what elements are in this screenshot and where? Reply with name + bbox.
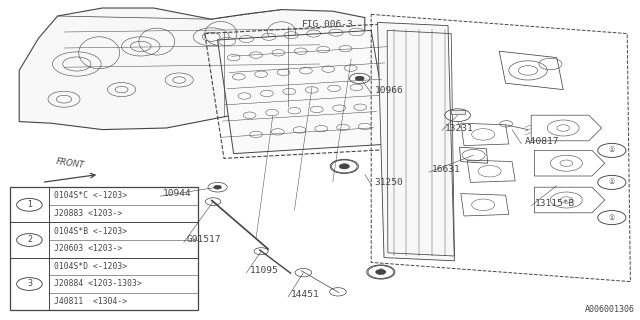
Text: ①: ① [609,215,615,220]
Text: ③: ③ [378,269,384,275]
Text: 13231: 13231 [445,124,474,132]
Text: 10966: 10966 [374,86,403,95]
Circle shape [376,269,386,275]
Circle shape [339,164,349,169]
Circle shape [214,185,221,189]
Text: FIG.006-3: FIG.006-3 [302,20,354,28]
Text: J20883 <1203->: J20883 <1203-> [54,209,122,218]
Polygon shape [378,22,454,261]
Text: ②: ② [341,164,348,169]
Text: 2: 2 [27,236,32,244]
Text: 14451: 14451 [291,290,320,299]
Text: A40817: A40817 [525,137,559,146]
Text: 11095: 11095 [250,266,278,275]
Text: 1: 1 [27,200,32,209]
Polygon shape [451,110,465,114]
Polygon shape [218,30,390,154]
FancyBboxPatch shape [10,187,198,310]
Text: 10944: 10944 [163,189,192,198]
Text: 16631: 16631 [432,165,461,174]
Text: ①: ① [609,180,615,185]
Text: J20884 <1203-1303>: J20884 <1203-1303> [54,279,141,289]
Text: 0104S*D <-1203>: 0104S*D <-1203> [54,262,127,271]
Text: 31250: 31250 [374,178,403,187]
Text: FRONT: FRONT [56,157,85,170]
Text: J40811  <1304->: J40811 <1304-> [54,297,127,306]
Text: 0104S*C <-1203>: 0104S*C <-1203> [54,191,127,201]
Text: 13115*B: 13115*B [534,199,575,208]
Text: G91517: G91517 [187,236,221,244]
Text: 3: 3 [27,279,32,289]
Text: J20603 <1203->: J20603 <1203-> [54,244,122,253]
Circle shape [355,76,364,81]
Text: ①: ① [609,148,615,153]
Text: A006001306: A006001306 [585,305,635,314]
Text: 0104S*B <-1203>: 0104S*B <-1203> [54,227,127,236]
Polygon shape [19,8,365,130]
